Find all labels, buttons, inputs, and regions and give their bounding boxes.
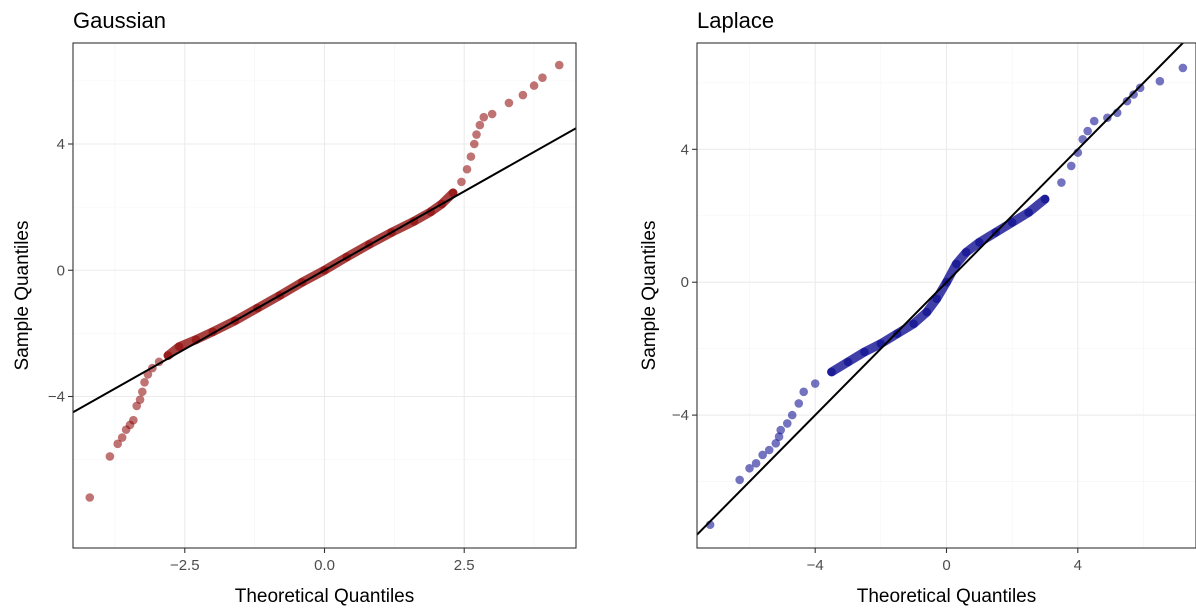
laplace-data-point	[1057, 178, 1066, 187]
gaussian-data-point	[457, 177, 466, 187]
gaussian-y-axis-title: Sample Quantiles	[12, 221, 33, 371]
gaussian-data-point	[105, 452, 115, 461]
laplace-x-tick-label: −4	[807, 557, 824, 574]
laplace-y-tick-label: −4	[672, 407, 689, 424]
laplace-x-tick-label: 0	[942, 557, 950, 574]
gaussian-y-tick-label: −4	[48, 389, 65, 406]
gaussian-data-point	[85, 493, 95, 502]
gaussian-reference-line	[73, 127, 576, 414]
laplace-y-tick-label: 4	[681, 141, 689, 158]
gaussian-data-point	[487, 109, 497, 119]
gaussian-data-point	[518, 90, 528, 100]
gaussian-data-point	[135, 395, 145, 404]
gaussian-data-point	[538, 73, 547, 83]
gaussian-y-tick-label: 0	[57, 262, 65, 279]
laplace-qq-panel: −4 0 4 −4 0 4 Laplace Theoretical Quantiles Samp…	[639, 8, 1196, 607]
gaussian-data-point	[117, 433, 127, 442]
laplace-x-tick-label: 4	[1074, 557, 1082, 574]
gaussian-data-point	[504, 98, 514, 108]
gaussian-data-point	[554, 60, 564, 70]
laplace-data-point	[1122, 96, 1132, 106]
laplace-data-point	[799, 387, 808, 397]
gaussian-data-point	[529, 81, 539, 90]
laplace-data-point	[787, 410, 797, 420]
laplace-data-point	[771, 439, 781, 448]
gaussian-x-tick-label: −2.5	[170, 557, 200, 574]
gaussian-data-point	[469, 139, 479, 149]
laplace-data-point	[810, 379, 820, 388]
laplace-data-point	[1103, 113, 1112, 123]
gaussian-chart-title: Gaussian	[73, 8, 166, 33]
laplace-chart-title: Laplace	[697, 8, 774, 33]
laplace-data-point	[751, 458, 761, 468]
laplace-data-point	[764, 445, 774, 455]
gaussian-dense-points	[163, 188, 458, 360]
gaussian-data-point	[113, 439, 123, 449]
gaussian-x-tick-label: 2.5	[454, 557, 475, 574]
laplace-y-axis-title: Sample Quantiles	[639, 221, 660, 371]
laplace-data-point	[794, 399, 804, 408]
laplace-data-point	[774, 432, 784, 442]
gaussian-data-point	[462, 164, 472, 174]
laplace-data-point	[1135, 83, 1145, 93]
gaussian-data-point	[475, 120, 485, 130]
gaussian-qq-panel: −2.5 0.0 2.5 −4 0 4 Gaussian Theoretical Quanti…	[12, 8, 577, 607]
gaussian-data-point	[140, 377, 149, 387]
laplace-data-point	[782, 419, 792, 428]
laplace-data-point	[1066, 161, 1076, 171]
gaussian-data-point	[132, 401, 142, 411]
gaussian-data-point	[129, 415, 138, 425]
laplace-data-point	[1083, 126, 1092, 136]
laplace-data-point	[1178, 63, 1188, 73]
gaussian-x-tick-label: 0.0	[314, 557, 335, 574]
laplace-data-point	[745, 463, 754, 473]
gaussian-data-point	[138, 387, 147, 397]
laplace-y-tick-label: 0	[681, 274, 689, 291]
gaussian-data-point	[479, 112, 489, 122]
laplace-data-point	[758, 450, 767, 460]
laplace-data-point	[1089, 116, 1099, 126]
gaussian-data-point	[472, 130, 481, 139]
laplace-data-point	[776, 425, 786, 435]
laplace-x-axis-title: Theoretical Quantiles	[857, 586, 1037, 607]
gaussian-y-tick-label: 4	[57, 136, 65, 153]
laplace-reference-line	[697, 43, 1185, 536]
laplace-data-point	[735, 475, 744, 485]
gaussian-x-axis-title: Theoretical Quantiles	[235, 586, 415, 607]
gaussian-data-point	[466, 152, 476, 161]
laplace-data-point	[1129, 90, 1138, 99]
laplace-dense-points	[827, 194, 1050, 377]
laplace-data-point	[1155, 76, 1165, 86]
